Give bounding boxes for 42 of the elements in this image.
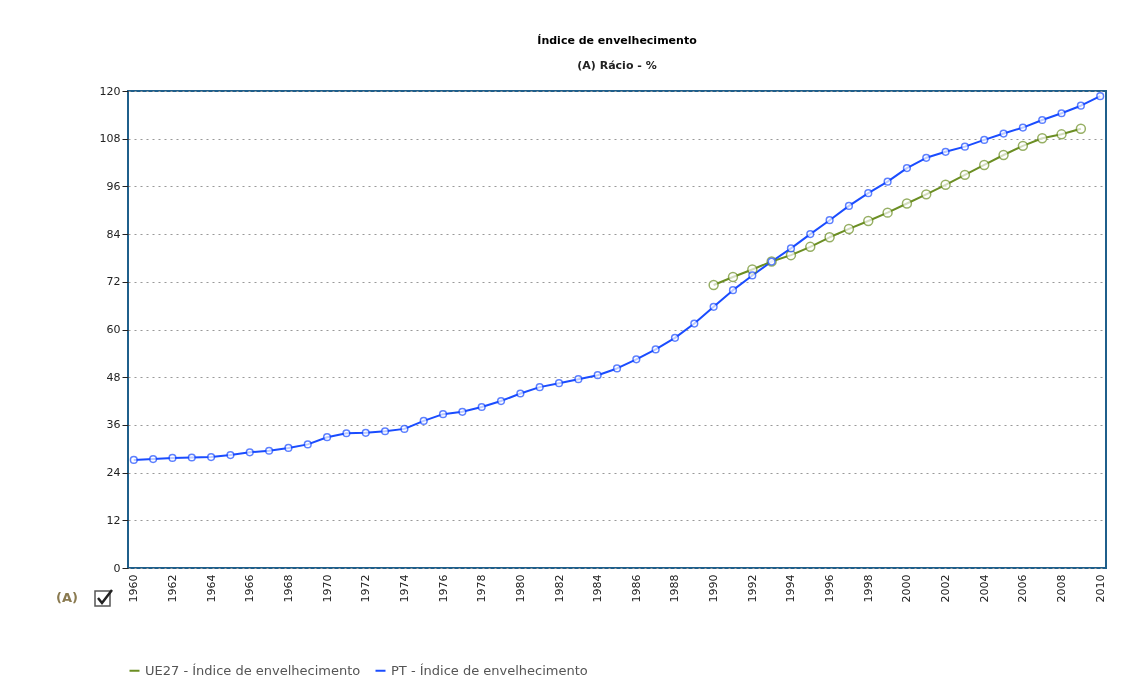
y-tick-label: 48 — [106, 370, 121, 384]
x-tick-label: 1970 — [320, 574, 334, 603]
y-tick-label: 108 — [99, 132, 121, 146]
x-tick-label: 1960 — [127, 574, 141, 603]
x-tick-label: 1996 — [823, 574, 837, 603]
x-tick-label: 2004 — [977, 574, 991, 603]
x-tick-label: 2010 — [1093, 574, 1107, 603]
chart-subtitle: (A) Rácio - % — [577, 59, 657, 72]
y-tick-label: 96 — [106, 179, 121, 193]
y-tick-label: 24 — [106, 466, 121, 480]
y-tick-label: 36 — [106, 418, 121, 432]
x-tick-label: 1990 — [707, 574, 721, 603]
y-tick-label: 72 — [106, 275, 121, 289]
chart-title: Índice de envelhecimento — [537, 34, 698, 47]
x-tick-label: 1978 — [475, 574, 489, 603]
x-tick-label: 1988 — [668, 574, 682, 603]
x-tick-label: 1986 — [629, 574, 643, 603]
x-tick-label: 1968 — [281, 574, 295, 603]
y-tick-label: 84 — [106, 227, 121, 241]
x-tick-label: 2008 — [1055, 574, 1069, 603]
x-tick-label: 1984 — [591, 574, 605, 603]
x-tick-label: 1980 — [513, 574, 527, 603]
x-tick-label: 1982 — [552, 574, 566, 603]
text: (A) — [56, 590, 78, 605]
x-tick-label: 2006 — [1016, 574, 1030, 603]
x-tick-label: 1974 — [397, 574, 411, 603]
x-tick-label: 1962 — [165, 574, 179, 603]
x-tick-label: 1966 — [243, 574, 257, 603]
legend-label: PT - Índice de envelhecimento — [391, 662, 588, 678]
x-tick-label: 1998 — [861, 574, 875, 603]
x-tick-label: 2002 — [939, 574, 953, 603]
x-tick-label: 1992 — [745, 574, 759, 603]
x-tick-label: 2000 — [900, 574, 914, 603]
x-tick-label: 1976 — [436, 574, 450, 603]
x-tick-label: 1964 — [204, 574, 218, 603]
y-tick-label: 12 — [106, 513, 121, 527]
x-tick-label: 1994 — [784, 574, 798, 603]
y-tick-label: 0 — [113, 561, 121, 575]
x-tick-label: 1972 — [359, 574, 373, 603]
y-tick-label: 120 — [99, 84, 121, 98]
legend-label: UE27 - Índice de envelhecimento — [145, 662, 361, 678]
y-tick-label: 60 — [106, 323, 121, 336]
